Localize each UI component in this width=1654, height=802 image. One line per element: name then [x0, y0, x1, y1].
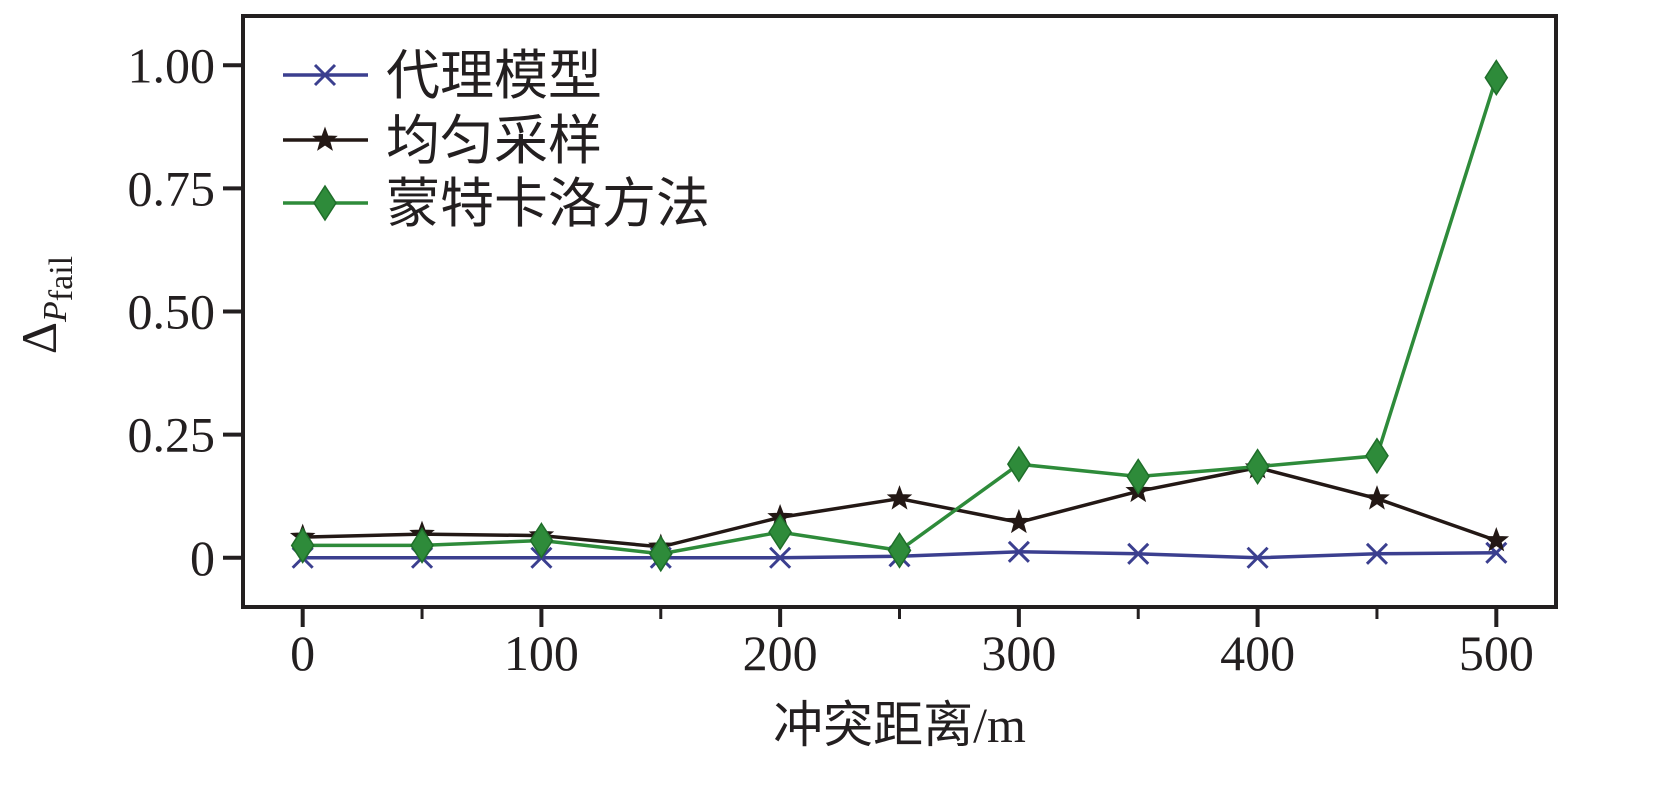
series-layer: [289, 59, 1510, 573]
data-point: [1006, 508, 1032, 534]
data-point: [1365, 542, 1389, 565]
data-point: [1127, 542, 1150, 565]
plot-frame: [241, 14, 1558, 609]
y-tick-label: 1.00: [128, 37, 216, 93]
y-tick-label: 0.25: [128, 407, 216, 463]
x-tick-label: 200: [743, 625, 818, 681]
x-tick-label: 0: [290, 625, 315, 681]
data-point: [1126, 458, 1151, 495]
x-axis-label: 冲突距离/m: [773, 697, 1026, 753]
y-tick-label: 0.50: [128, 284, 216, 340]
data-point: [529, 522, 554, 559]
legend-marker: [313, 184, 337, 222]
legend-marker: [312, 126, 338, 151]
data-point: [1245, 448, 1270, 486]
data-point: [886, 485, 913, 510]
legend-label: 代理模型: [386, 46, 602, 106]
data-point: [1483, 527, 1510, 552]
data-point: [887, 531, 912, 569]
data-point: [1485, 541, 1508, 564]
data-point: [769, 546, 792, 569]
x-tick-label: 300: [981, 625, 1056, 681]
data-point: [1246, 546, 1269, 569]
data-point: [290, 527, 315, 564]
data-point: [1484, 59, 1509, 96]
data-point: [768, 513, 793, 551]
y-axis-label-sub: P: [37, 301, 74, 323]
data-point: [1364, 485, 1390, 510]
y-tick-label: 0: [190, 530, 215, 586]
legend-marker: [313, 63, 337, 87]
data-point: [648, 535, 673, 573]
legend-label: 蒙特卡洛方法: [386, 174, 710, 234]
x-tick-label: 400: [1220, 625, 1295, 681]
series-3: [290, 59, 1509, 573]
data-point: [1007, 540, 1030, 563]
data-point: [1365, 437, 1389, 475]
ticks-layer: 0 100 200 300 400 500 0 0.25 0.50 0.75 1.00: [128, 37, 1534, 681]
x-tick-label: 100: [504, 625, 579, 681]
y-axis-label: ΔPfail: [11, 256, 80, 354]
legend-label: 均匀采样: [386, 111, 602, 171]
data-point: [410, 527, 434, 564]
x-tick-label: 500: [1459, 625, 1534, 681]
y-axis-label-symbol: Δ: [11, 322, 67, 354]
y-axis-label-subsub: fail: [43, 256, 80, 301]
data-point: [1006, 445, 1031, 483]
y-tick-label: 0.75: [128, 160, 216, 216]
